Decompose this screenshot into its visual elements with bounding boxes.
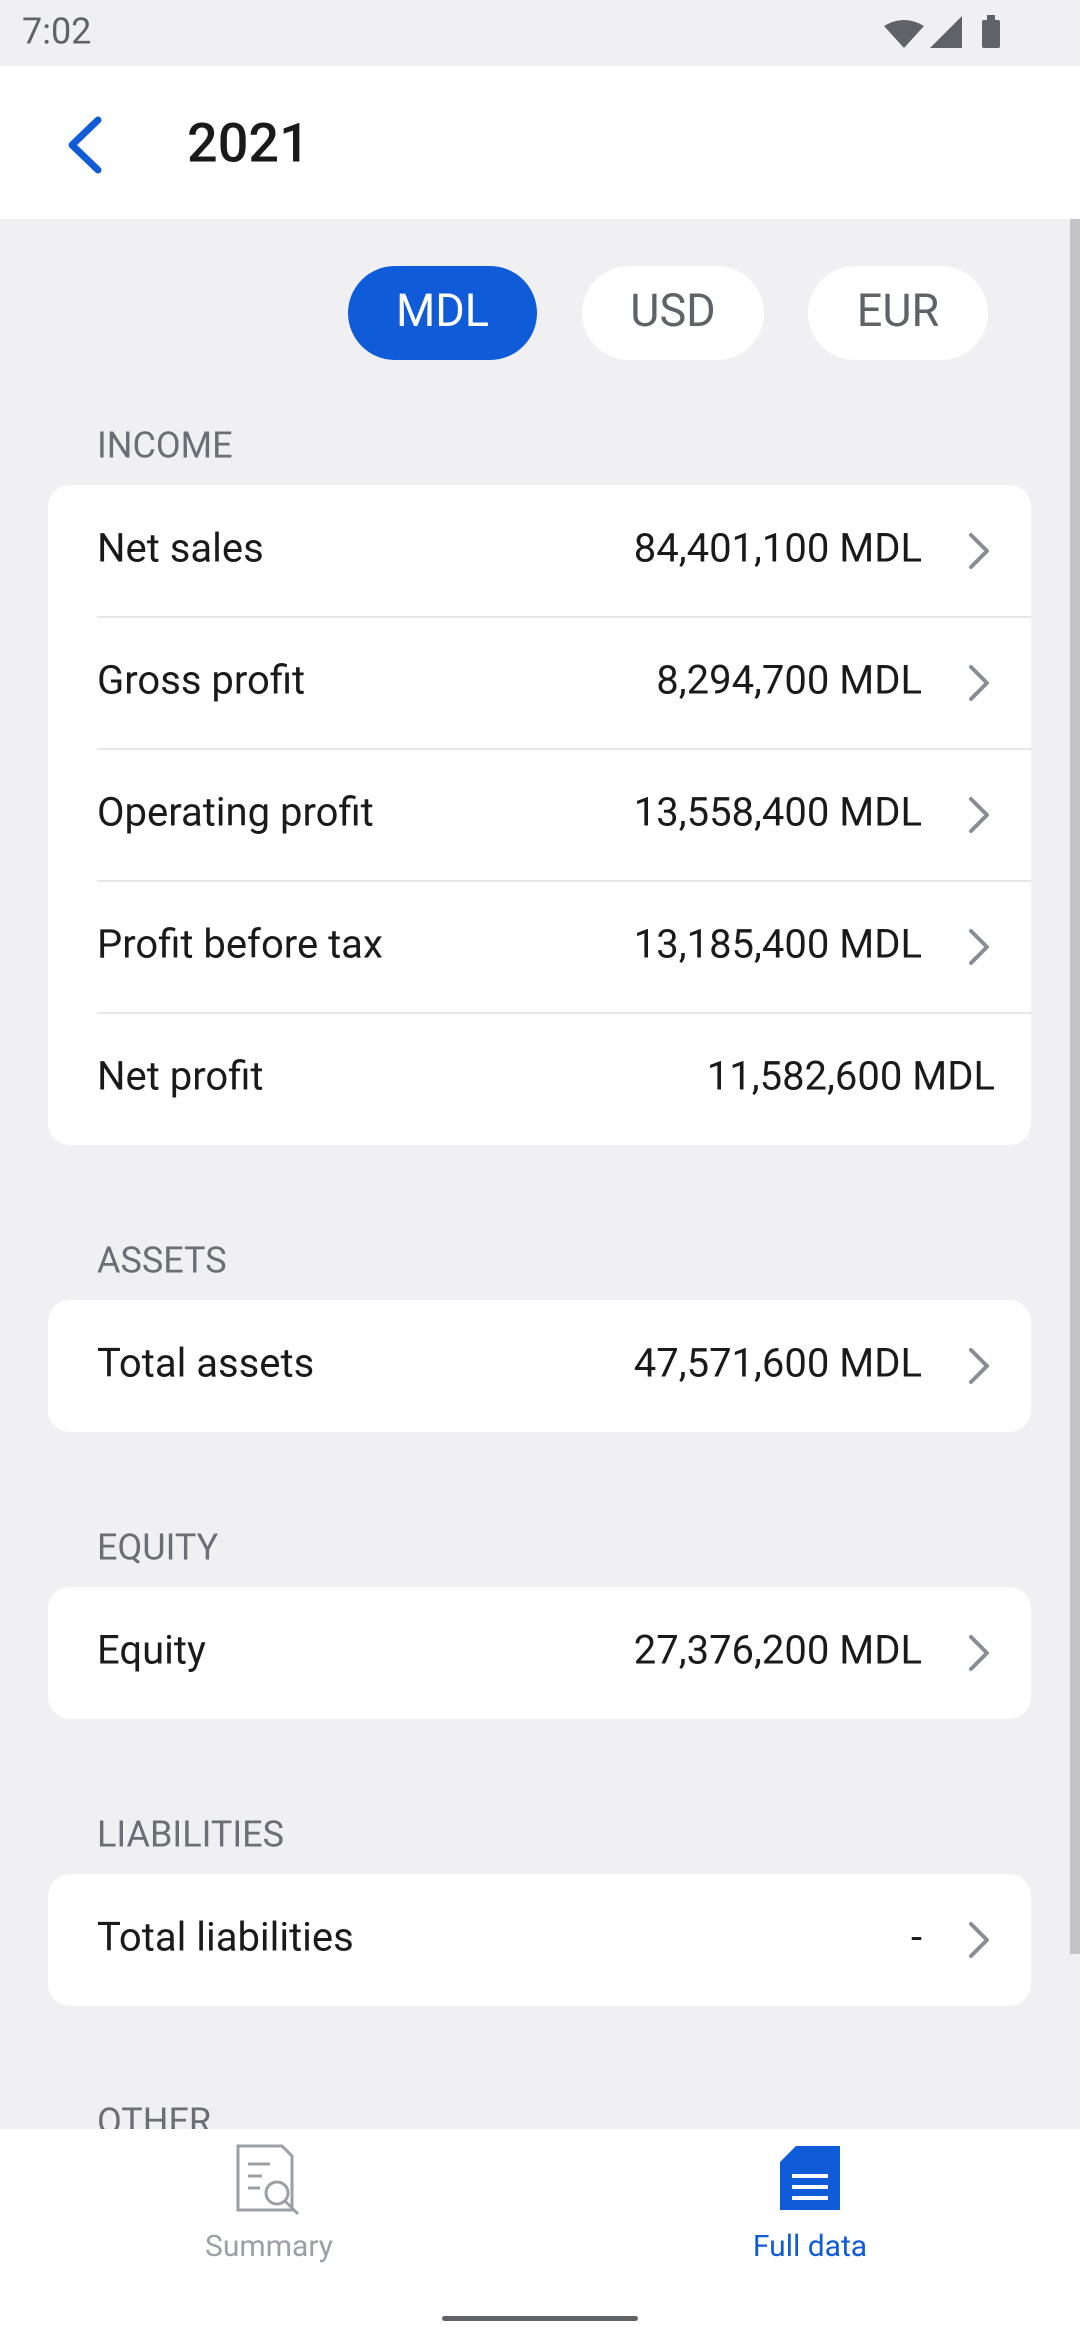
row-value: 8,294,700 MDL <box>656 657 922 704</box>
row-value: 47,571,600 MDL <box>634 1340 922 1387</box>
row-arrow[interactable] <box>969 1348 989 1384</box>
full-data-icon <box>780 2146 840 2210</box>
row-value: 27,376,200 MDL <box>634 1627 922 1674</box>
top-bar <box>0 66 1080 219</box>
row-value: 11,582,600 MDL <box>707 1053 995 1100</box>
back-button[interactable] <box>68 116 102 174</box>
section-card <box>48 485 1031 1145</box>
status-bar <box>0 0 1080 66</box>
summary-icon <box>236 2144 300 2216</box>
row-label: Total assets <box>97 1340 314 1387</box>
row-arrow[interactable] <box>969 929 989 965</box>
row-arrow[interactable] <box>969 1922 989 1958</box>
row-label: Operating profit <box>97 789 374 836</box>
content: MDL USD EUR INCOME Net sales 84,401,100 MDL Gr… <box>48 266 1031 2143</box>
row-arrow[interactable] <box>969 1635 989 1671</box>
row-value: 13,558,400 MDL <box>634 789 922 836</box>
status-time: 7:02 <box>22 11 91 53</box>
currency-label: MDL <box>396 284 489 337</box>
row-label: Net sales <box>97 525 264 572</box>
row-arrow[interactable] <box>969 797 989 833</box>
home-indicator <box>442 2316 638 2321</box>
row-label: Net profit <box>97 1053 263 1100</box>
bottom-nav <box>0 2129 1080 2340</box>
section-title: INCOME <box>97 425 233 467</box>
row-label: Total liabilities <box>97 1914 354 1961</box>
currency-chip[interactable] <box>582 266 764 360</box>
nav-label[interactable]: Full data <box>753 2229 867 2264</box>
section-card <box>48 1300 1031 1432</box>
row-value: 84,401,100 MDL <box>634 525 922 572</box>
currency-chip[interactable] <box>348 266 537 360</box>
row-value: 13,185,400 MDL <box>634 921 922 968</box>
section-title: LIABILITIES <box>97 1814 284 1856</box>
scrollbar <box>1070 219 1080 1954</box>
section-title: ASSETS <box>97 1240 227 1282</box>
row-label: Gross profit <box>97 657 305 704</box>
page-title: 2021 <box>187 112 310 175</box>
row-label: Equity <box>97 1627 206 1674</box>
section-title: EQUITY <box>97 1527 219 1569</box>
row-arrow[interactable] <box>969 665 989 701</box>
row-value: - <box>911 1914 922 1961</box>
currency-label: USD <box>630 284 715 337</box>
currency-label: EUR <box>857 284 940 337</box>
currency-chip[interactable] <box>808 266 988 360</box>
nav-label[interactable]: Summary <box>205 2229 333 2264</box>
section-card <box>48 1874 1031 2006</box>
section-card <box>48 1587 1031 1719</box>
status-icons <box>884 15 1000 48</box>
section-title: OTHER <box>97 2101 211 2143</box>
row-arrow[interactable] <box>969 533 989 569</box>
row-label: Profit before tax <box>97 921 383 968</box>
